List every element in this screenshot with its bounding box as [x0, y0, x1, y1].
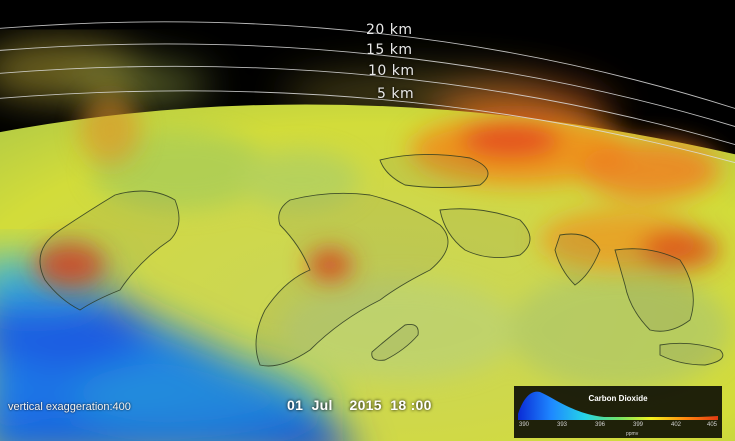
south-america-outline — [39, 190, 180, 311]
vertical-exaggeration-label: vertical exaggeration:400 — [8, 401, 131, 413]
colorbar-distribution-curve — [518, 391, 718, 420]
altitude-label-15km: 15 km — [366, 42, 413, 58]
colorbar-tick: 390 — [518, 422, 530, 428]
india-outline — [554, 233, 601, 286]
colorbar-tick: 399 — [632, 422, 644, 428]
colorbar-tick: 402 — [670, 422, 682, 428]
arc-15km — [0, 43, 735, 127]
southeast-asia-outline — [614, 248, 694, 332]
arabia-outline — [439, 208, 531, 259]
altitude-label-20km: 20 km — [366, 22, 413, 38]
date-year: 2015 — [349, 397, 382, 413]
high-co2-plumes — [35, 95, 720, 287]
madagascar-outline — [371, 324, 419, 361]
colorbar-legend: Carbon Dioxide 390 393 396 399 402 405 p… — [514, 386, 722, 438]
date-time-stamp: 01 Jul 2015 18 :00 — [287, 397, 432, 413]
colorbar-tick: 393 — [556, 422, 568, 428]
altitude-arcs — [0, 21, 735, 164]
date-day: 01 — [287, 397, 304, 413]
colorbar-graphic — [518, 391, 718, 420]
continent-outlines — [39, 154, 724, 367]
colorbar-tick: 405 — [706, 422, 718, 428]
africa-outline — [255, 192, 449, 367]
colorbar-tick: 396 — [594, 422, 606, 428]
colorbar-unit: ppmv — [626, 431, 639, 437]
mid-co2-haze — [90, 130, 730, 390]
date-month: Jul — [311, 397, 333, 413]
arc-10km — [0, 65, 735, 146]
indonesia-outline — [659, 342, 724, 366]
arc-20km — [0, 21, 735, 109]
altitude-label-5km: 5 km — [377, 86, 415, 102]
time-of-day: 18 :00 — [390, 397, 432, 413]
colorbar-strip — [518, 417, 718, 420]
europe-outline — [379, 154, 489, 188]
arc-5km — [0, 90, 735, 164]
altitude-label-10km: 10 km — [368, 63, 415, 79]
colorbar-title: Carbon Dioxide — [588, 394, 648, 403]
